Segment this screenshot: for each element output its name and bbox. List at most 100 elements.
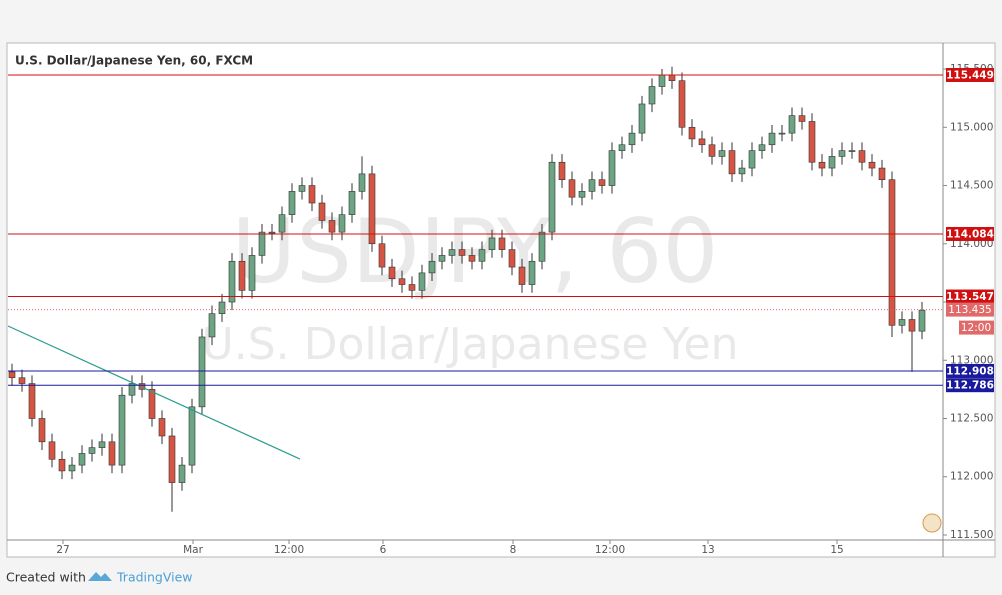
candle-body [698, 138, 706, 146]
candle-body [828, 156, 836, 169]
watermark-symbol: USDJPY, 60 [232, 200, 719, 303]
x-tick-label: 12:00 [595, 544, 625, 556]
candle-body [438, 255, 446, 262]
candle-body [398, 278, 406, 285]
candle-body [468, 255, 476, 262]
candle-body [298, 185, 306, 192]
candle-body [558, 161, 566, 181]
candle-body [218, 301, 226, 314]
candle-body [768, 132, 776, 146]
candle-body [608, 150, 616, 186]
x-tick-label: 27 [56, 544, 69, 556]
candle-body [688, 126, 696, 140]
candle-body [418, 272, 426, 291]
countdown-label: 12:00 [961, 322, 991, 334]
candle-body [68, 464, 76, 472]
candle-body [148, 389, 156, 419]
candle-body [798, 115, 806, 122]
y-tick-label: 112.000 [950, 471, 993, 483]
candle-body [258, 231, 266, 256]
candle-body [588, 179, 596, 192]
candle-body [888, 179, 896, 326]
countdown-bg [959, 320, 994, 335]
candle-body [848, 150, 856, 152]
candle-body [338, 214, 346, 233]
candle-body [908, 319, 916, 332]
level-label-bg [946, 363, 994, 378]
candle-body [838, 150, 846, 157]
y-tick-label: 112.500 [950, 413, 993, 425]
candle-body [78, 453, 86, 466]
candle-body [538, 231, 546, 262]
candle-body [788, 115, 796, 134]
candle-body [18, 377, 26, 384]
candle-body [238, 260, 246, 291]
candle-body [918, 309, 926, 332]
candle-body [778, 132, 786, 135]
candle-body [188, 406, 196, 466]
candle-body [748, 150, 756, 169]
candle-body [658, 74, 666, 87]
candle-body [28, 383, 36, 419]
level-label: 112.908 [946, 365, 994, 377]
candle-body [378, 243, 386, 268]
y-tick-label: 115.000 [950, 121, 993, 133]
candle-body [48, 441, 56, 460]
candle-body [758, 144, 766, 151]
x-tick-label: Mar [183, 544, 203, 556]
x-tick-label: 6 [380, 544, 387, 556]
candle-body [518, 266, 526, 285]
candle-body [568, 179, 576, 198]
level-label: 112.786 [946, 380, 994, 392]
candle-body [878, 167, 886, 181]
x-tick-label: 8 [510, 544, 517, 556]
candle-body [708, 144, 716, 157]
candle-body [88, 447, 96, 454]
level-label-bg [946, 289, 994, 304]
x-tick-label: 12:00 [274, 544, 304, 556]
candle-body [578, 191, 586, 198]
candle-body [118, 394, 126, 466]
candle-body [728, 150, 736, 175]
level-label: 115.449 [946, 69, 994, 81]
tradingview-logo [88, 572, 112, 581]
current-price-bg [946, 302, 994, 317]
y-tick-label: 113.000 [950, 354, 993, 366]
level-label-bg [946, 378, 994, 393]
candle-body [268, 231, 276, 234]
footer-brand[interactable]: TradingView [116, 570, 193, 585]
candle-body [308, 185, 316, 204]
candle-body [348, 191, 356, 215]
candle-body [648, 86, 656, 105]
current-price-label: 113.435 [948, 304, 991, 316]
candle-body [288, 191, 296, 215]
candle-body [318, 202, 326, 221]
level-label: 113.547 [946, 291, 994, 303]
x-tick-label: 13 [701, 544, 714, 556]
plot [8, 66, 926, 512]
candle-body [278, 214, 286, 233]
candle-body [868, 161, 876, 169]
x-tick-label: 15 [830, 544, 843, 556]
candle-body [8, 371, 16, 379]
candle-body [858, 150, 866, 163]
candle-body [818, 161, 826, 169]
candle-body [368, 173, 376, 245]
candle-body [108, 441, 116, 466]
candle-body [458, 249, 466, 256]
candle-body [808, 121, 816, 163]
candle-body [478, 249, 486, 262]
candle-body [158, 418, 166, 437]
events-icon[interactable] [922, 513, 942, 533]
level-label: 114.084 [946, 228, 994, 240]
candle-body [718, 150, 726, 157]
candle-body [408, 284, 416, 291]
candle-body [228, 260, 236, 303]
y-tick-label: 111.500 [950, 529, 993, 541]
candle-body [328, 220, 336, 233]
candle-body [488, 237, 496, 250]
candle-body [528, 260, 536, 285]
y-tick-label: 114.500 [950, 180, 993, 192]
